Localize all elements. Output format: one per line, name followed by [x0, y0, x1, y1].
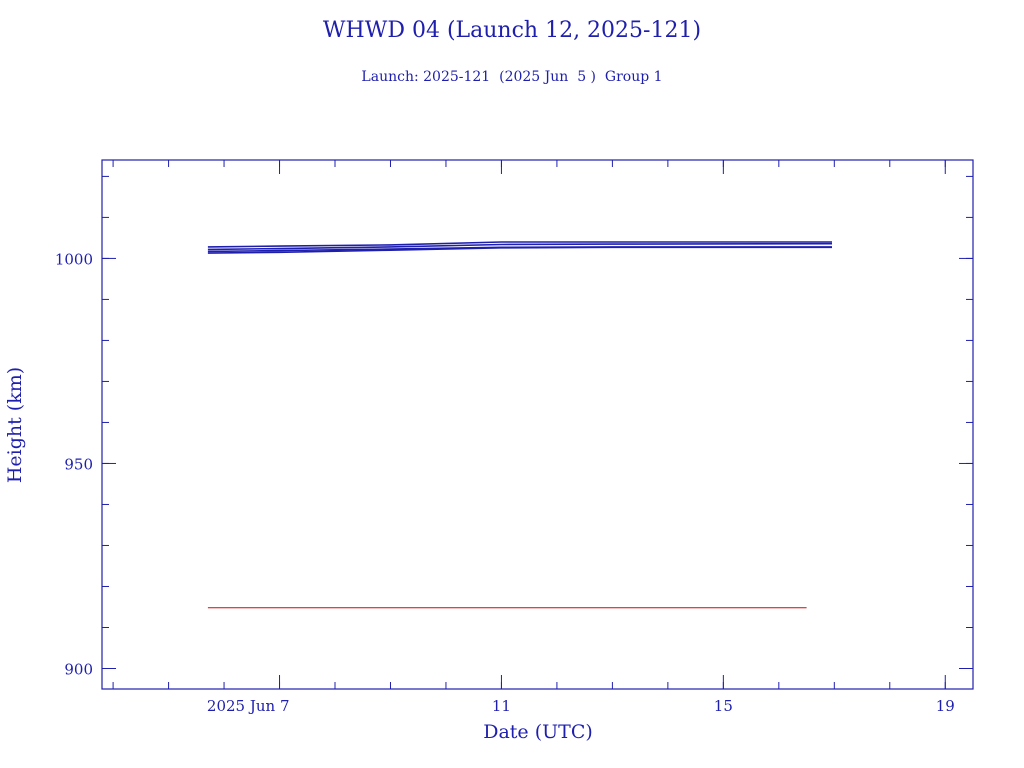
series-line — [207, 241, 832, 248]
x-tick-label: 11 — [492, 697, 511, 715]
y-axis-label: Height (km) — [4, 367, 26, 483]
x-tick-label: 19 — [936, 697, 955, 715]
y-tick-label: 1000 — [55, 250, 93, 268]
chart-title: WHWD 04 (Launch 12, 2025-121) — [323, 18, 701, 43]
y-tick-label: 900 — [64, 660, 93, 678]
x-tick-label: 15 — [714, 697, 733, 715]
plot-area: 2025 Jun 7 11 15 19 900 950 1000 — [55, 159, 974, 715]
series-line — [207, 242, 833, 251]
x-tick-label: 2025 Jun 7 — [207, 697, 290, 715]
y-tick-label: 950 — [64, 455, 93, 473]
plot-frame — [101, 159, 974, 690]
chart-subtitle: Launch: 2025-121 (2025 Jun 5 ) Group 1 — [361, 69, 662, 85]
x-axis-label: Date (UTC) — [483, 721, 593, 743]
series-line — [207, 246, 832, 254]
